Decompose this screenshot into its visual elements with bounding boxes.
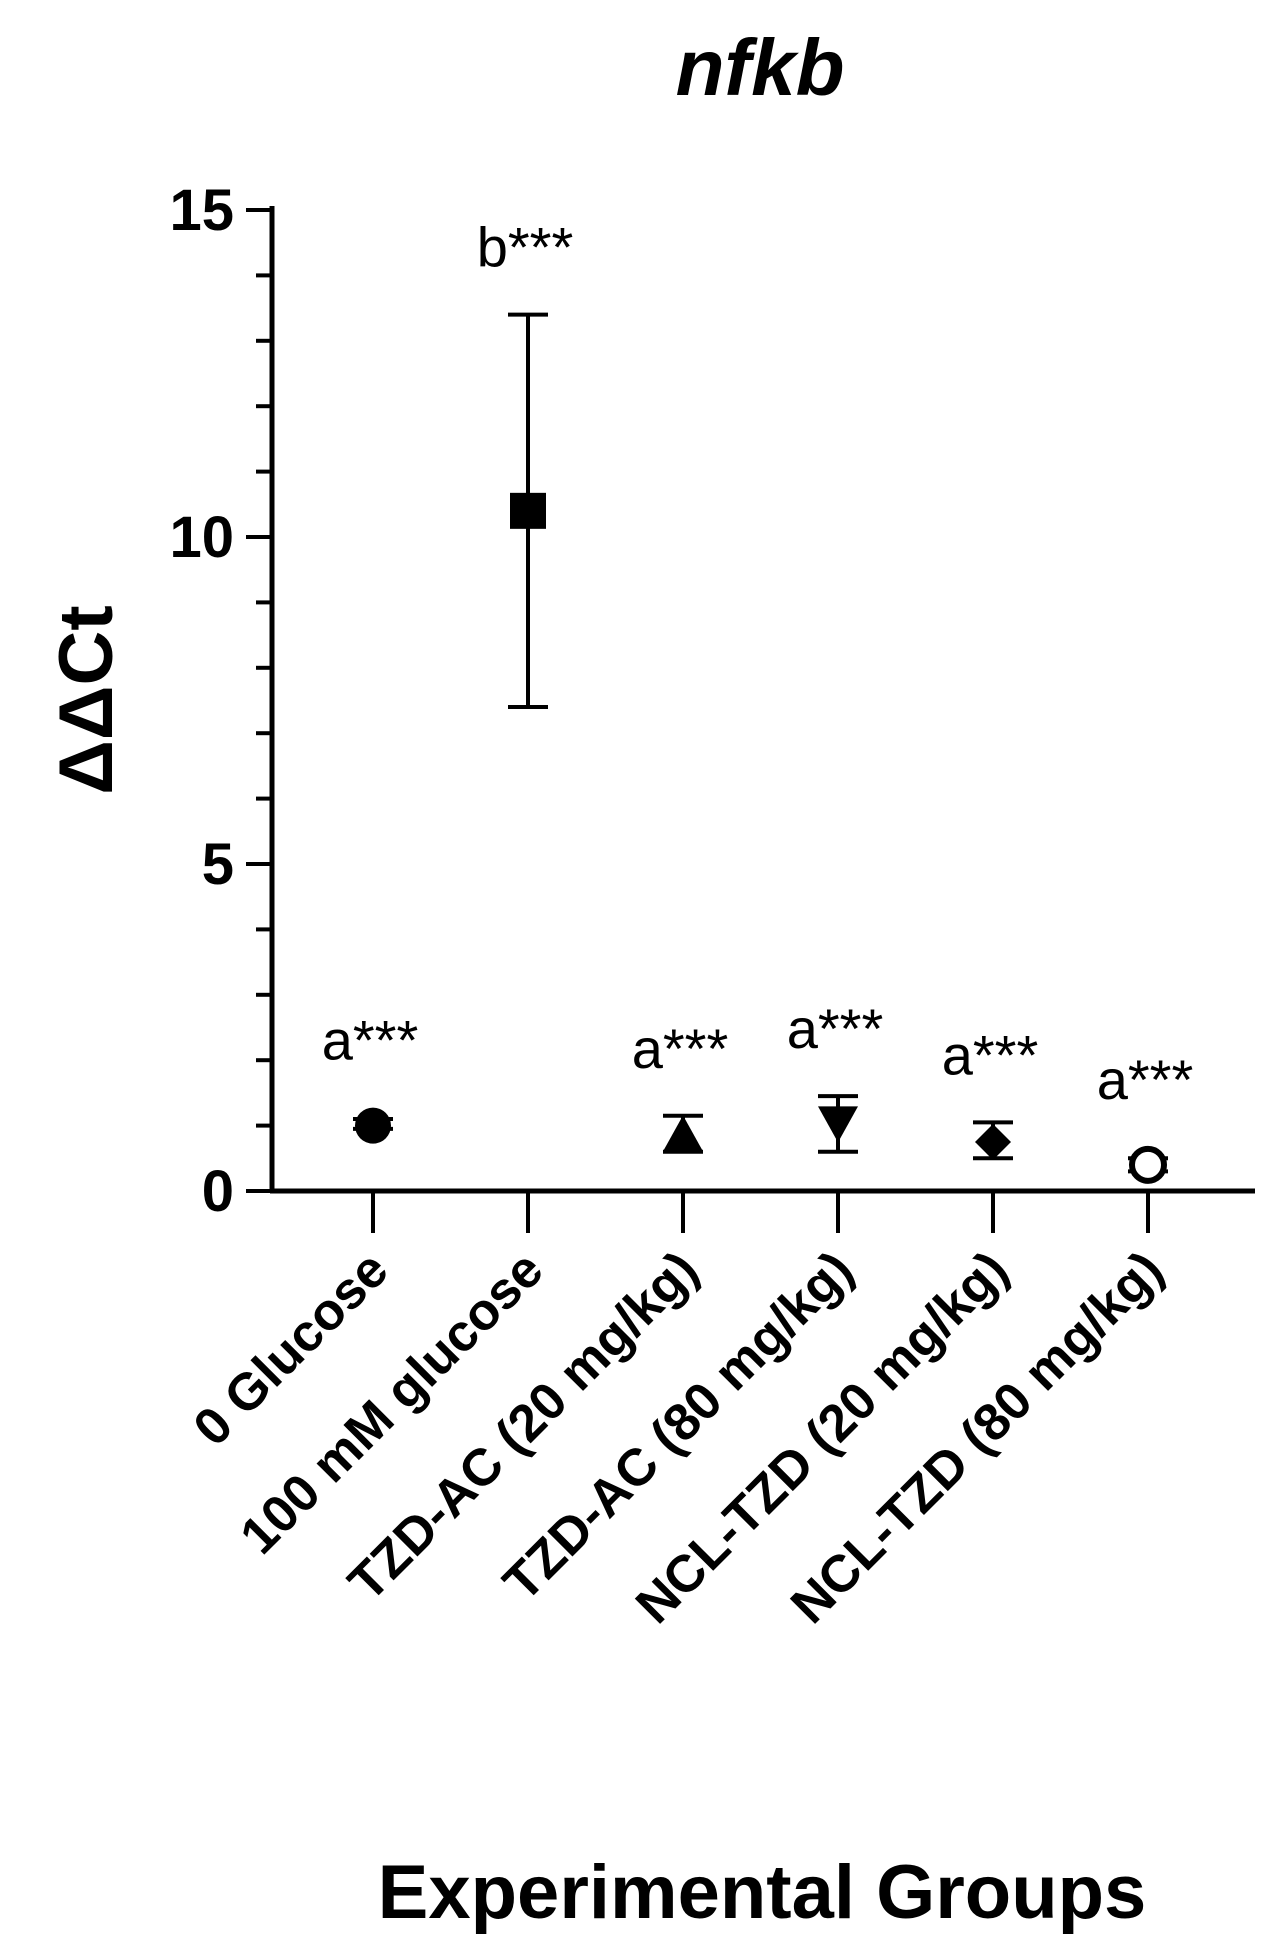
significance-annotation: a*** bbox=[787, 997, 884, 1060]
open-circle-marker bbox=[1129, 1145, 1167, 1184]
triangle-down-marker bbox=[818, 1106, 858, 1143]
significance-annotation: a*** bbox=[942, 1023, 1039, 1086]
chart-title: nfkb bbox=[676, 23, 845, 112]
significance-annotation: b*** bbox=[477, 216, 574, 279]
data-point-group: a*** bbox=[942, 1023, 1039, 1161]
significance-annotation: a*** bbox=[1097, 1048, 1194, 1111]
y-tick-label: 5 bbox=[202, 832, 234, 897]
y-tick-label: 15 bbox=[169, 178, 234, 243]
data-marks: a*** b*** a*** a*** a*** a*** bbox=[322, 216, 1194, 1184]
significance-annotation: a*** bbox=[632, 1017, 729, 1080]
data-point-group: a*** bbox=[322, 1009, 419, 1144]
circle-marker bbox=[355, 1107, 391, 1144]
y-axis-label: ΔΔCt bbox=[44, 605, 129, 794]
square-marker bbox=[510, 492, 546, 529]
diamond-marker bbox=[975, 1123, 1011, 1160]
y-tick-label: 10 bbox=[169, 505, 234, 570]
significance-annotation: a*** bbox=[322, 1009, 419, 1072]
y-tick-label: 0 bbox=[202, 1159, 234, 1224]
data-point-group: b*** bbox=[477, 216, 574, 710]
triangle-up-marker bbox=[663, 1115, 703, 1152]
data-point-group: a*** bbox=[787, 997, 884, 1154]
x-axis-label: Experimental Groups bbox=[378, 1850, 1147, 1935]
data-point-group: a*** bbox=[632, 1017, 729, 1154]
data-point-group: a*** bbox=[1097, 1048, 1194, 1184]
